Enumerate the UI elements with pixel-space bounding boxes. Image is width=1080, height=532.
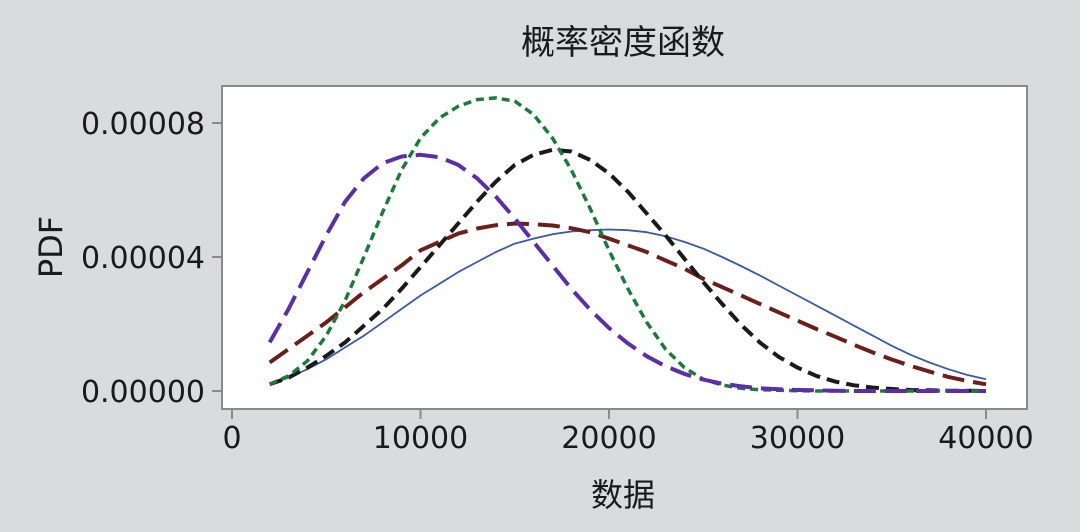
y-axis: 0.00000 0.00004 0.00008 <box>81 107 222 410</box>
plot-area <box>221 85 1028 410</box>
series-line-4 <box>268 96 986 393</box>
x-tick-label: 40000 <box>938 421 1033 456</box>
x-tick-label: 20000 <box>561 421 656 456</box>
series-line-5 <box>267 152 986 393</box>
series-lines <box>267 96 987 393</box>
y-axis-label: PDF <box>32 216 70 278</box>
y-tick-label: 0.00008 <box>81 107 205 142</box>
series-line-3 <box>269 147 987 393</box>
series-line-2 <box>268 221 987 387</box>
x-axis-label: 数据 <box>591 476 655 514</box>
x-tick-label: 30000 <box>750 421 845 456</box>
series-line-1 <box>269 228 987 386</box>
chart-title: 概率密度函数 <box>521 23 725 63</box>
x-tick-label: 0 <box>222 421 241 456</box>
y-tick-label: 0.00000 <box>81 375 205 410</box>
y-tick-label: 0.00004 <box>81 241 205 276</box>
x-tick-label: 10000 <box>373 421 468 456</box>
x-axis: 0 10000 20000 30000 40000 <box>222 409 1034 456</box>
